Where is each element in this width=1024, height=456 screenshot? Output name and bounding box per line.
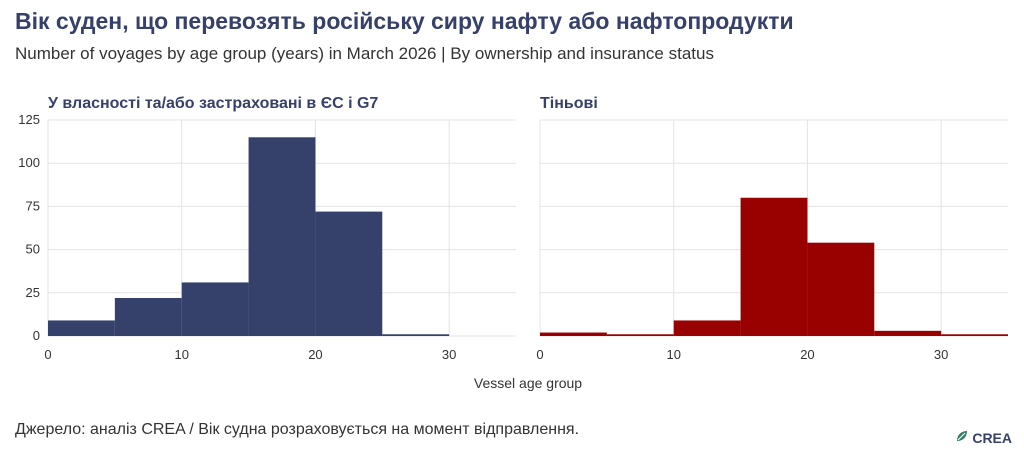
x-tick-label: 30 — [934, 347, 948, 362]
x-tick-label: 20 — [308, 347, 322, 362]
chart-title: Вік суден, що перевозять російську сиру … — [15, 8, 794, 34]
y-tick-label: 100 — [18, 155, 40, 170]
y-tick-label: 50 — [26, 242, 40, 257]
histogram-bar — [874, 330, 942, 336]
y-tick-label: 0 — [33, 328, 40, 343]
panel-title: У власності та/або застраховані в ЄС і G… — [48, 95, 378, 112]
histogram-bar — [606, 334, 674, 336]
chart-subtitle: Number of voyages by age group (years) i… — [15, 44, 714, 63]
x-tick-label: 10 — [666, 347, 680, 362]
histogram-bar — [315, 211, 383, 336]
x-tick-label: 0 — [536, 347, 543, 362]
histogram-bar — [807, 242, 875, 336]
crea-leaf-icon — [955, 429, 969, 446]
y-tick-label: 125 — [18, 112, 40, 127]
panel-title: Тіньові — [540, 95, 598, 112]
histogram-bar — [941, 334, 1008, 336]
histogram-bar — [181, 282, 249, 336]
histogram-bar — [673, 320, 741, 336]
histogram-bar — [540, 332, 607, 336]
histogram-bar — [382, 334, 450, 336]
x-axis-label: Vessel age group — [474, 375, 582, 391]
histogram-bar — [740, 197, 808, 336]
histogram-bar — [48, 320, 115, 336]
source-note: Джерело: аналіз CREA / Вік судна розрахо… — [15, 421, 580, 438]
histogram-bar — [248, 137, 316, 336]
x-tick-label: 10 — [174, 347, 188, 362]
crea-logo-text: CREA — [972, 429, 1012, 446]
y-tick-label: 75 — [26, 198, 40, 213]
y-tick-label: 25 — [26, 285, 40, 300]
crea-logo: CREA — [955, 429, 1012, 446]
x-tick-label: 20 — [800, 347, 814, 362]
x-tick-label: 0 — [44, 347, 51, 362]
x-tick-label: 30 — [442, 347, 456, 362]
histogram-bar — [114, 297, 182, 336]
